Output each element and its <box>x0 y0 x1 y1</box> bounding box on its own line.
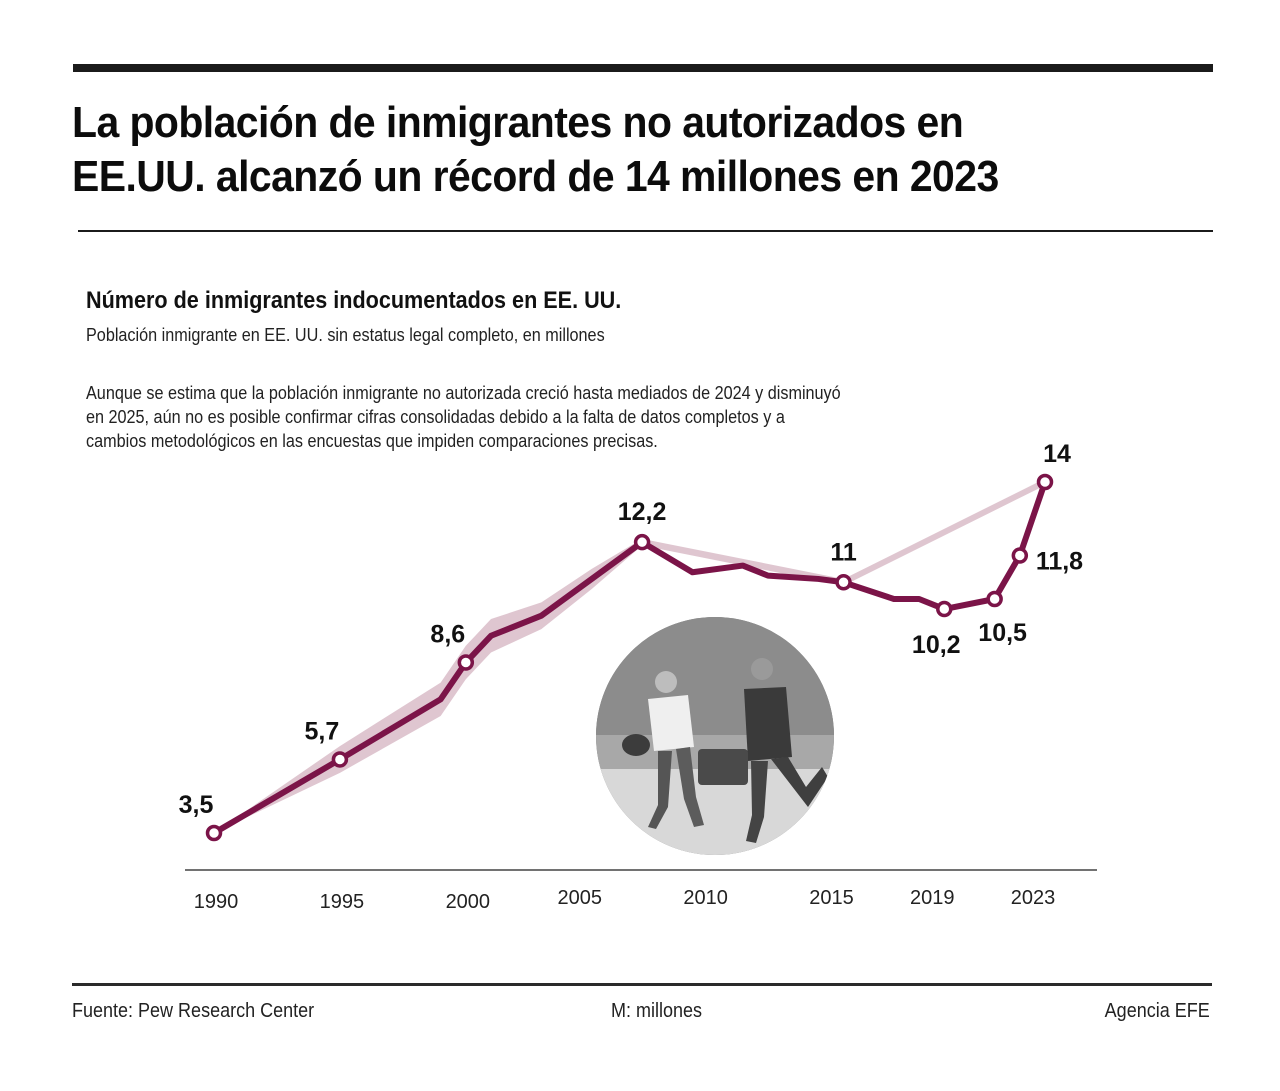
data-label: 5,7 <box>305 717 340 745</box>
data-label: 11 <box>830 538 857 566</box>
data-point-marker <box>835 574 852 591</box>
data-label: 3,5 <box>179 791 214 819</box>
data-label: 8,6 <box>430 621 465 649</box>
headline-divider <box>78 230 1213 232</box>
data-point-marker <box>331 751 349 768</box>
data-label: 10,5 <box>978 619 1027 647</box>
photo-migrants-walking <box>596 617 834 855</box>
data-label: 10,2 <box>912 631 961 659</box>
data-label: 12,2 <box>618 498 667 526</box>
chart-title: Número de inmigrantes indocumentados en … <box>86 287 622 314</box>
data-point-marker <box>1036 473 1054 491</box>
data-label-layer: 3,5 5,7 8,6 12,2 11 10,2 10,5 11,8 14 <box>179 440 1084 819</box>
x-tick-label: 1995 <box>320 891 365 913</box>
headline-line-2: EE.UU. alcanzó un récord de 14 millones … <box>72 152 999 201</box>
footer-source: Fuente: Pew Research Center <box>72 1000 315 1022</box>
footer-divider <box>72 983 1212 986</box>
footer-unit-note: M: millones <box>611 1000 703 1022</box>
x-tick-label: 2000 <box>446 891 491 913</box>
x-tick-label: 2005 <box>557 887 602 909</box>
data-point-marker <box>205 824 223 842</box>
data-point-marker <box>1011 547 1029 564</box>
data-label: 14 <box>1043 440 1071 468</box>
chart-subtitle: Población inmigrante en EE. UU. sin esta… <box>86 325 605 345</box>
marker-layer <box>205 473 1054 842</box>
photo-bag <box>698 749 748 785</box>
data-point-marker <box>936 600 953 618</box>
x-tick-label-layer: 1990 1995 2000 2005 2010 2015 2019 2023 <box>194 887 1056 913</box>
x-tick-label: 1990 <box>194 891 239 913</box>
data-point-marker <box>986 590 1003 608</box>
x-tick-label: 2015 <box>809 887 854 909</box>
chart-note: Aunque se estima que la población inmigr… <box>86 383 841 451</box>
photo-person-left <box>622 671 704 829</box>
data-point-marker <box>457 654 475 671</box>
footer-agency: Agencia EFE <box>1104 1000 1210 1022</box>
headline-line-1: La población de inmigrantes no autorizad… <box>72 98 964 147</box>
headline: La población de inmigrantes no autorizad… <box>72 96 1142 204</box>
data-label: 11,8 <box>1036 548 1083 576</box>
x-tick-label: 2023 <box>1011 887 1056 909</box>
x-tick-label: 2010 <box>683 887 728 909</box>
x-tick-label: 2019 <box>910 887 955 909</box>
data-point-marker <box>633 533 651 551</box>
photo-person-right <box>744 658 828 843</box>
top-rule <box>73 64 1213 72</box>
